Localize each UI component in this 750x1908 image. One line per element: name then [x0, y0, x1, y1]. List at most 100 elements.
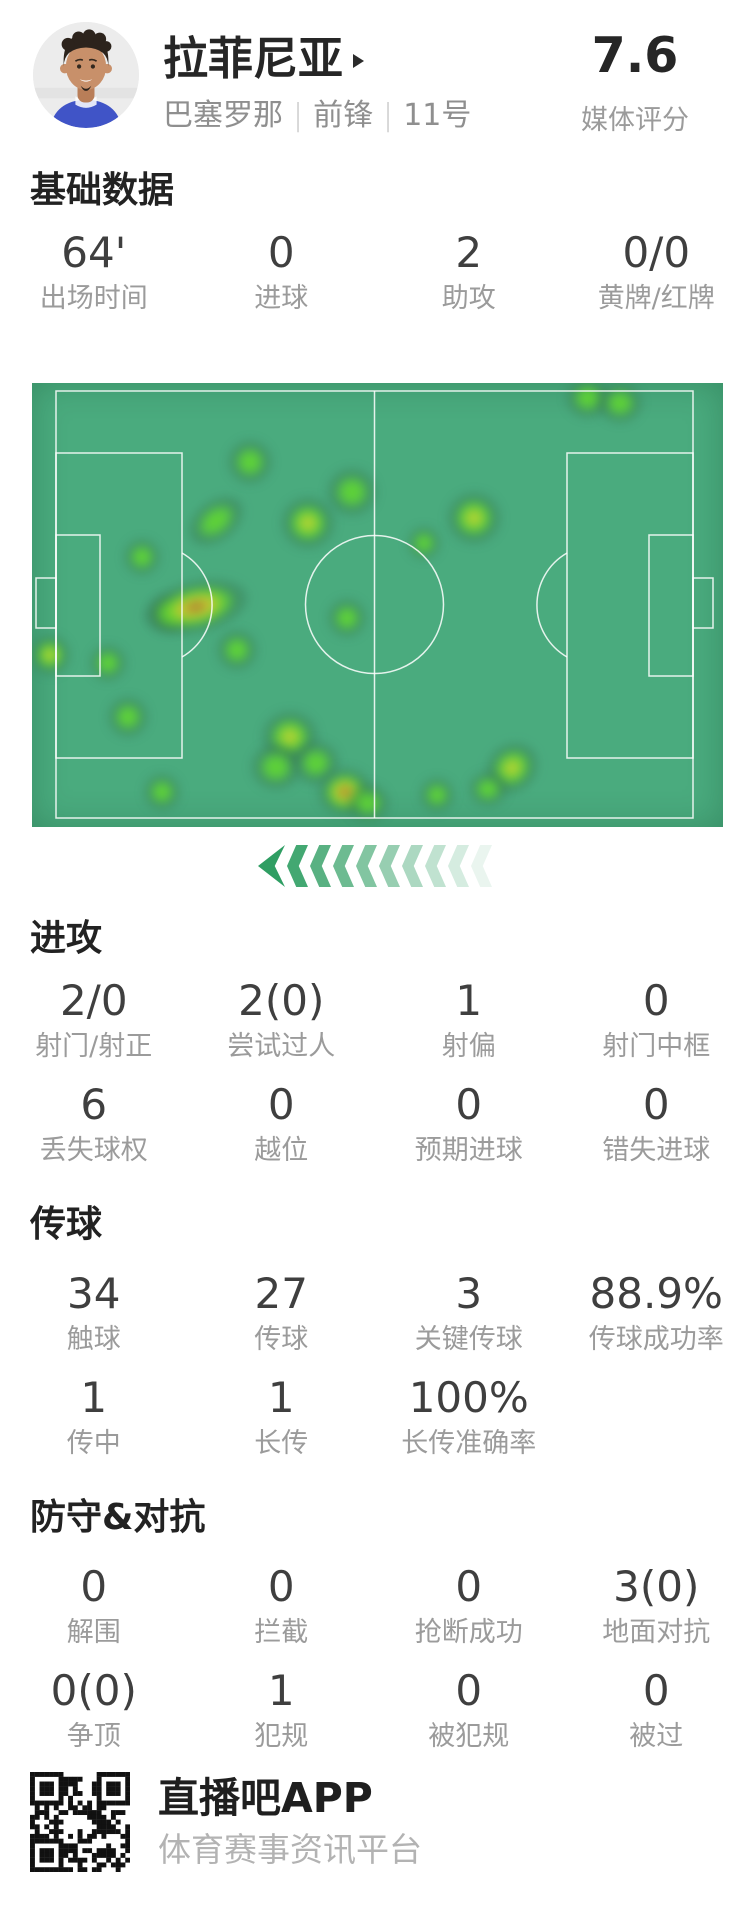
chevron-left-icon	[287, 845, 308, 887]
section-title-attack: 进攻	[30, 918, 103, 959]
stat-dribbles: 2(0) 尝试过人	[188, 977, 376, 1063]
section-title-basic: 基础数据	[30, 170, 175, 211]
stat-label: 抢断成功	[414, 1617, 523, 1648]
stat-value: 0(0)	[50, 1666, 137, 1715]
stat-label: 进球	[254, 283, 309, 314]
stat-fouls: 1 犯规	[188, 1667, 376, 1753]
heatmap-spot	[327, 597, 368, 638]
stat-dribbled-past: 0 被过	[563, 1667, 750, 1753]
stat-value: 0	[267, 1080, 295, 1129]
chevron-left-icon	[333, 845, 354, 887]
stat-value: 3(0)	[613, 1562, 700, 1611]
qr-code	[30, 1772, 130, 1872]
stat-label: 犯规	[254, 1721, 309, 1752]
media-rating: 7.6 媒体评分	[546, 30, 724, 137]
stat-value: 6	[80, 1080, 108, 1129]
stat-label: 争顶	[66, 1721, 121, 1752]
stat-label: 助攻	[441, 283, 496, 314]
stat-label: 尝试过人	[227, 1031, 336, 1062]
stat-value: 0	[642, 976, 670, 1025]
stat-value: 0	[455, 1666, 483, 1715]
stat-label: 解围	[66, 1617, 121, 1648]
heatmap-spot	[142, 772, 181, 811]
chevron-left-icon	[310, 845, 331, 887]
chevron-left-icon	[402, 845, 423, 887]
stat-pass-accuracy: 88.9% 传球成功率	[563, 1270, 750, 1356]
player-header: 拉菲尼亚 巴塞罗那 | 前锋 | 11号 7.6 媒体评分	[0, 0, 750, 137]
stat-value: 0	[267, 228, 295, 277]
heatmap-spot	[122, 538, 161, 577]
stat-long-ball-accuracy: 100% 长传准确率	[375, 1374, 563, 1460]
basic-stats-grid: 64' 出场时间 0 进球 2 助攻 0/0 黄牌/红牌	[0, 229, 750, 315]
stat-label: 长传	[254, 1428, 309, 1459]
stat-value: 1	[267, 1373, 295, 1422]
stat-value: 3	[455, 1269, 483, 1318]
attack-direction-chevrons	[0, 844, 750, 888]
app-footer: 直播吧APP 体育赛事资讯平台	[30, 1772, 750, 1872]
stat-label: 拦截	[254, 1617, 309, 1648]
app-name: 直播吧APP	[158, 1774, 373, 1822]
stat-passes: 27 传球	[188, 1270, 376, 1356]
heatmap-spot	[32, 634, 71, 677]
stat-long-balls: 1 长传	[188, 1374, 376, 1460]
pitch-lines	[35, 390, 714, 819]
player-name-row[interactable]: 拉菲尼亚	[163, 34, 471, 84]
player-shirt-number: 11号	[403, 98, 472, 133]
stat-value: 0	[642, 1666, 670, 1715]
player-identity: 拉菲尼亚 巴塞罗那 | 前锋 | 11号	[163, 22, 471, 134]
stat-interceptions: 0 拦截	[188, 1563, 376, 1649]
stat-value: 0	[455, 1562, 483, 1611]
stat-big-chances-missed: 0 错失进球	[563, 1081, 750, 1167]
stat-crosses: 1 传中	[0, 1374, 188, 1460]
section-title-defense: 防守&对抗	[30, 1497, 206, 1538]
stat-value: 34	[67, 1269, 121, 1318]
heatmap-spot	[597, 383, 644, 424]
stat-label: 传球	[254, 1324, 309, 1355]
stat-value: 1	[455, 976, 483, 1025]
player-avatar-illustration	[33, 22, 139, 128]
stat-value: 0	[267, 1562, 295, 1611]
stat-label: 传球成功率	[588, 1324, 724, 1355]
rating-label: 媒体评分	[581, 105, 689, 136]
player-name: 拉菲尼亚	[163, 32, 344, 85]
stat-aerial-duels: 0(0) 争顶	[0, 1667, 188, 1753]
heatmap-spot	[107, 695, 150, 738]
stat-label: 被过	[629, 1721, 684, 1752]
heatmap-spot	[226, 439, 273, 486]
stat-label: 越位	[254, 1135, 309, 1166]
player-meta: 巴塞罗那 | 前锋 | 11号	[163, 98, 471, 134]
stat-label: 错失进球	[602, 1135, 711, 1166]
rating-value: 7.6	[591, 27, 679, 84]
stat-value: 0	[642, 1080, 670, 1129]
chevron-left-icon	[356, 845, 377, 887]
defense-stats-grid: 0 解围 0 拦截 0 抢断成功 3(0) 地面对抗 0(0) 争顶 1 犯规 …	[0, 1563, 750, 1753]
stat-shots-woodwork: 0 射门中框	[563, 977, 750, 1063]
stat-value: 27	[254, 1269, 308, 1318]
heatmap-spot	[446, 490, 503, 545]
stat-value: 1	[80, 1373, 108, 1422]
chevron-left-icon	[258, 845, 285, 887]
stat-label: 射门中框	[602, 1031, 711, 1062]
stat-value: 0	[80, 1562, 108, 1611]
stat-label: 黄牌/红牌	[597, 283, 715, 314]
stat-cards: 0/0 黄牌/红牌	[563, 229, 750, 315]
meta-separator: |	[385, 98, 391, 133]
footer-text: 直播吧APP 体育赛事资讯平台	[158, 1774, 422, 1870]
stat-value: 2	[455, 228, 483, 277]
stat-value: 88.9%	[589, 1269, 723, 1318]
stat-minutes-played: 64' 出场时间	[0, 229, 188, 315]
stat-value: 0/0	[622, 228, 691, 277]
stat-label: 预期进球	[414, 1135, 523, 1166]
attack-stats-grid: 2/0 射门/射正 2(0) 尝试过人 1 射偏 0 射门中框 6 丢失球权 0…	[0, 977, 750, 1167]
heatmap-spot	[345, 782, 390, 823]
stat-label: 被犯规	[428, 1721, 510, 1752]
player-team: 巴塞罗那	[163, 98, 283, 133]
heatmap-spot	[406, 525, 441, 560]
stat-value: 2(0)	[238, 976, 325, 1025]
touch-heatmap	[32, 383, 723, 827]
stat-label: 传中	[66, 1428, 121, 1459]
stat-shots-off-target: 1 射偏	[375, 977, 563, 1063]
stat-empty	[563, 1374, 750, 1460]
stat-tackles-won: 0 抢断成功	[375, 1563, 563, 1649]
stat-label: 长传准确率	[401, 1428, 537, 1459]
